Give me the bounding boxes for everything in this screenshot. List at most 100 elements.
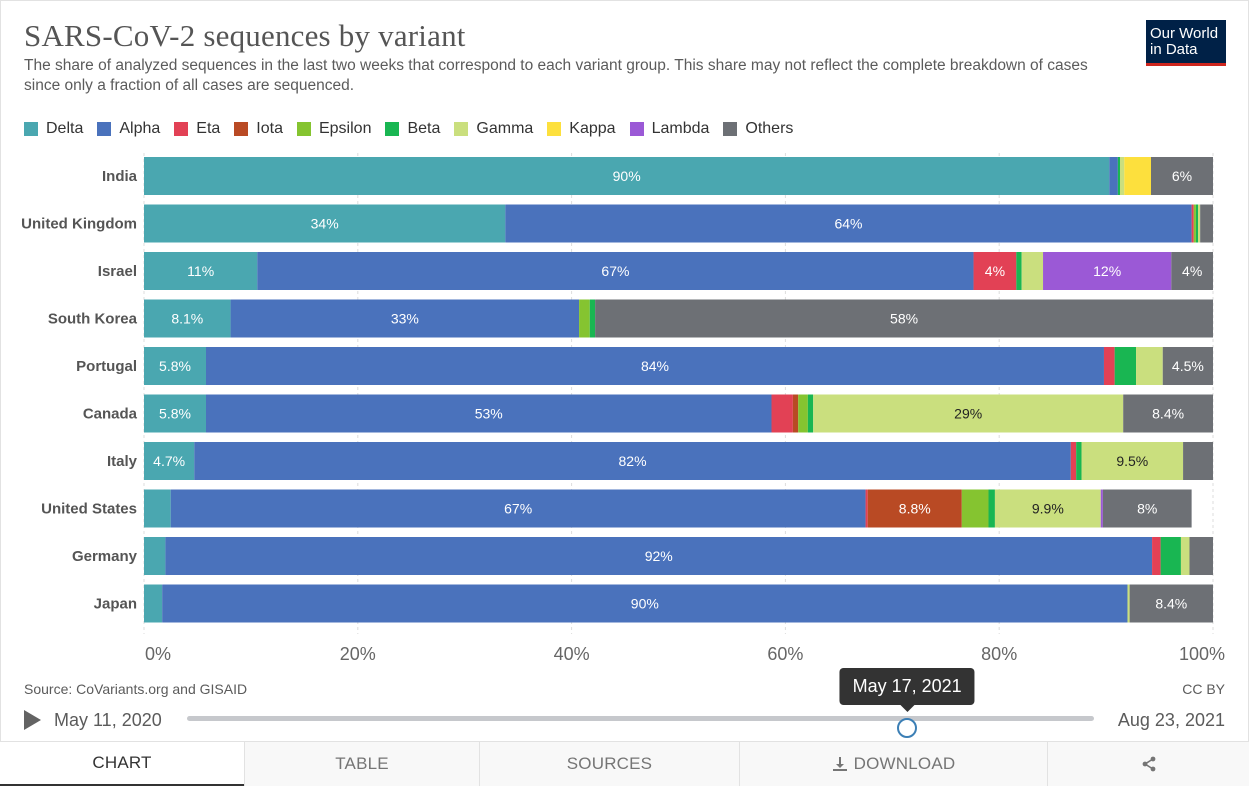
data-label: 4% (1182, 263, 1202, 279)
tab-bar: CHART TABLE SOURCES DOWNLOAD (0, 741, 1249, 786)
tab-download[interactable]: DOWNLOAD (739, 742, 1047, 786)
legend-label: Iota (256, 120, 283, 137)
bar-segment-others (1183, 442, 1213, 480)
play-icon[interactable] (24, 710, 41, 730)
category-label: India (102, 168, 138, 185)
bar-segment-beta (1160, 537, 1181, 575)
bar-segment-others (1189, 537, 1213, 575)
legend: Delta Alpha Eta Iota Epsilon Beta Gamma Kappa La… (24, 118, 807, 140)
bar-segment-delta (144, 204, 506, 243)
bar-segment-beta (1195, 204, 1199, 243)
bar-segment-delta (144, 394, 207, 433)
legend-label: Kappa (569, 120, 616, 137)
bar-segment-epsilon (961, 489, 989, 528)
bar-segment-gamma (1198, 204, 1201, 243)
x-tick-label: 0% (145, 644, 171, 664)
legend-item-iota[interactable]: Iota (234, 120, 283, 138)
legend-label: Delta (46, 120, 84, 137)
data-label: 90% (613, 168, 641, 184)
legend-item-delta[interactable]: Delta (24, 120, 83, 138)
bar-segment-alpha (230, 299, 580, 338)
legend-swatch (234, 122, 249, 136)
legend-swatch (24, 122, 38, 136)
bar-segment-iota (792, 394, 799, 433)
legend-item-alpha[interactable]: Alpha (97, 120, 160, 138)
bar-segment-eta (771, 394, 793, 433)
x-tick-label: 80% (981, 644, 1017, 664)
bar-segment-delta (144, 489, 171, 528)
category-label: United Kingdom (21, 216, 137, 233)
bar-segment-others (595, 299, 1213, 338)
legend-item-eta[interactable]: Eta (174, 120, 220, 138)
bar-segment-others (1102, 489, 1192, 528)
bar-segment-alpha (170, 489, 866, 528)
bar-segment-epsilon (1193, 204, 1196, 243)
bar-segment-delta (144, 252, 258, 290)
logo-red-bar (1146, 63, 1226, 66)
bar-segment-eta (1191, 204, 1194, 243)
data-label: 12% (1093, 263, 1121, 279)
bar-segment-epsilon (579, 299, 590, 338)
tab-table-label: TABLE (335, 754, 389, 773)
download-icon (832, 757, 847, 771)
timeline-end-date: Aug 23, 2021 (1117, 710, 1225, 730)
x-tick-label: 20% (340, 644, 376, 664)
bar-segment-eta (973, 252, 1017, 290)
legend-item-beta[interactable]: Beta (385, 120, 440, 138)
bar-segment-gamma (1119, 157, 1125, 195)
bar-segment-alpha (162, 584, 1128, 623)
bar-segment-alpha (257, 252, 974, 290)
bar-segment-alpha (206, 347, 1104, 385)
bar-segment-others (1171, 252, 1213, 290)
data-label: 67% (601, 263, 629, 279)
data-label: 8% (1137, 501, 1157, 517)
legend-swatch (629, 122, 644, 136)
legend-swatch (174, 122, 189, 136)
data-label: 6% (1172, 168, 1192, 184)
bar-segment-alpha (206, 394, 772, 433)
bar-segment-delta (144, 584, 163, 623)
bar-segment-beta (1117, 157, 1120, 195)
data-label: 9.5% (1116, 453, 1148, 469)
legend-label: Beta (407, 120, 441, 137)
category-label: Canada (83, 406, 138, 423)
tab-share[interactable] (1047, 742, 1249, 786)
legend-item-kappa[interactable]: Kappa (547, 120, 616, 138)
category-label: Portugal (76, 358, 137, 375)
legend-label: Others (745, 120, 794, 137)
legend-item-others[interactable]: Others (723, 120, 793, 138)
data-label: 5.8% (159, 358, 191, 374)
timeline-slider-track[interactable]: May 17, 2021 (187, 668, 1094, 738)
timeline-slider-handle[interactable] (897, 718, 918, 738)
license-link[interactable]: CC BY (1182, 681, 1225, 697)
bar-segment-alpha (1109, 157, 1118, 195)
chart-title: SARS-CoV-2 sequences by variant (24, 18, 466, 53)
data-label: 11% (187, 263, 214, 279)
bar-segment-eta (1152, 537, 1161, 575)
bar-segment-gamma (1081, 442, 1184, 480)
chart-subtitle: The share of analyzed sequences in the l… (24, 57, 1088, 94)
bar-segment-gamma (1021, 252, 1044, 290)
bar-segment-iota (867, 489, 962, 528)
legend-item-lambda[interactable]: Lambda (629, 120, 709, 138)
bar-segment-delta (144, 442, 195, 480)
category-label: Israel (98, 263, 137, 280)
bar-segment-beta (1016, 252, 1022, 290)
data-label: 5.8% (159, 406, 191, 422)
bar-segment-delta (144, 299, 231, 338)
legend-swatch (385, 122, 400, 136)
legend-item-gamma[interactable]: Gamma (454, 120, 533, 138)
bar-segment-beta (1114, 347, 1137, 385)
bar-segment-lambda (1043, 252, 1172, 290)
tab-table[interactable]: TABLE (244, 742, 479, 786)
tab-chart[interactable]: CHART (0, 742, 244, 786)
timeline-date-tooltip: May 17, 2021 (839, 668, 975, 712)
bar-segment-alpha (505, 204, 1192, 243)
source-note[interactable]: Source: CoVariants.org and GISAID (24, 681, 248, 697)
tab-sources[interactable]: SOURCES (479, 742, 739, 786)
owid-logo[interactable]: Our World in Data (1146, 20, 1226, 66)
legend-item-epsilon[interactable]: Epsilon (296, 120, 371, 138)
bar-segment-gamma (1136, 347, 1163, 385)
legend-swatch (97, 122, 112, 136)
bar-segment-gamma (1127, 584, 1130, 623)
